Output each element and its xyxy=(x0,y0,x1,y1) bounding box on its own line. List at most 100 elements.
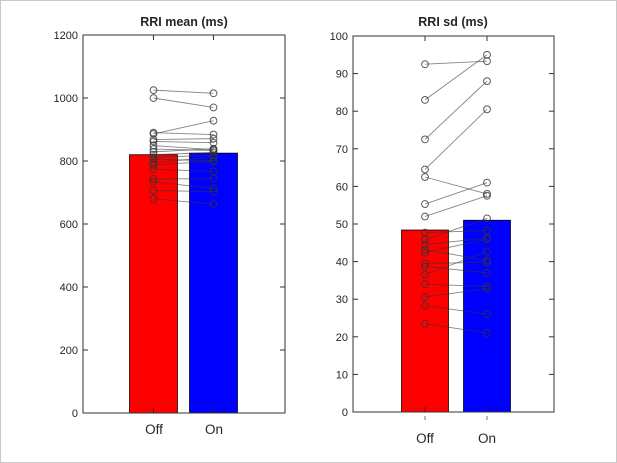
ytick-label: 200 xyxy=(60,345,78,357)
xtick-label-on-mean: On xyxy=(204,422,224,437)
data-point-marker xyxy=(149,175,158,183)
bar-off xyxy=(401,229,449,413)
data-point-marker xyxy=(421,301,429,310)
data-point-marker xyxy=(421,235,429,244)
data-point-marker xyxy=(483,178,491,187)
data-point-marker xyxy=(421,262,429,271)
data-point-marker xyxy=(421,293,429,301)
paired-line xyxy=(424,283,488,287)
paired-line xyxy=(153,154,214,158)
data-point-marker xyxy=(149,186,158,195)
data-point-marker xyxy=(149,177,158,186)
data-point-marker xyxy=(149,145,158,153)
data-point-marker xyxy=(209,148,218,157)
chart-title-rri-sd: RRI sd (ms) xyxy=(418,15,488,29)
ytick-label: 10 xyxy=(336,369,348,381)
data-point-marker xyxy=(483,329,491,337)
data-point-marker xyxy=(421,60,429,69)
ytick-label: 1200 xyxy=(54,30,78,42)
paired-line xyxy=(153,198,214,205)
data-point-marker xyxy=(149,165,158,174)
data-point-marker xyxy=(421,212,429,221)
paired-line xyxy=(424,54,488,101)
data-point-marker xyxy=(149,137,158,146)
paired-line xyxy=(424,251,488,276)
ytick-label: 70 xyxy=(336,144,348,156)
paired-line xyxy=(424,266,488,274)
ytick-label: 50 xyxy=(336,219,348,231)
data-point-marker xyxy=(483,247,491,256)
data-point-marker xyxy=(483,268,491,277)
data-point-marker xyxy=(209,103,218,112)
data-point-marker xyxy=(483,214,491,223)
paired-line xyxy=(153,89,214,94)
paired-line xyxy=(153,148,214,153)
paired-line xyxy=(424,238,488,254)
ytick-label: 800 xyxy=(60,156,78,168)
data-point-marker xyxy=(483,77,491,86)
data-point-marker xyxy=(421,173,429,181)
paired-line xyxy=(153,120,214,135)
axes-box xyxy=(352,35,555,413)
paired-line xyxy=(153,132,214,135)
ytick-label: 30 xyxy=(336,294,348,306)
data-point-marker xyxy=(209,89,218,98)
data-point-marker xyxy=(483,105,491,114)
xtick-label-off-mean: Off xyxy=(145,422,163,437)
data-point-marker xyxy=(421,248,429,257)
data-point-marker xyxy=(149,86,158,95)
bar-on xyxy=(189,152,238,414)
paired-line xyxy=(424,237,488,246)
data-point-marker xyxy=(209,200,218,209)
data-point-marker xyxy=(421,96,429,104)
ytick-label: 100 xyxy=(330,31,348,43)
ytick-label: 0 xyxy=(72,408,78,420)
paired-line xyxy=(424,288,488,298)
paired-line xyxy=(153,141,214,144)
chart-panel-rri-mean: 0 200 400 600 800 1000 1200 xyxy=(54,30,286,420)
data-point-marker xyxy=(149,150,158,159)
data-point-marker xyxy=(483,282,491,291)
paired-line xyxy=(424,229,488,234)
paired-line xyxy=(153,148,214,152)
paired-line xyxy=(153,152,214,156)
paired-line xyxy=(424,80,488,140)
data-point-marker xyxy=(209,130,218,139)
data-point-marker xyxy=(421,270,429,279)
paired-line xyxy=(153,168,214,172)
data-point-marker xyxy=(149,94,158,102)
data-point-marker xyxy=(483,284,491,293)
data-point-marker xyxy=(483,310,491,319)
ytick-label: 1000 xyxy=(54,93,78,105)
data-point-marker xyxy=(209,134,218,143)
paired-line xyxy=(424,182,488,205)
paired-line xyxy=(153,181,214,189)
paired-line xyxy=(424,108,488,170)
paired-line xyxy=(424,217,488,241)
data-point-marker xyxy=(209,153,218,162)
paired-line xyxy=(424,323,488,334)
paired-line xyxy=(153,156,214,164)
data-point-marker xyxy=(483,191,491,200)
ytick-label: 600 xyxy=(60,219,78,231)
bar-off xyxy=(129,154,178,414)
data-point-marker xyxy=(483,50,491,59)
paired-line xyxy=(424,60,488,65)
data-point-marker xyxy=(483,235,491,243)
xtick-label-off-sd: Off xyxy=(416,431,434,446)
paired-line xyxy=(424,249,488,261)
data-point-marker xyxy=(421,280,429,289)
chart-panel-rri-sd: 0 10 20 30 40 50 60 70 80 90 100 xyxy=(330,31,555,420)
ytick-label: 60 xyxy=(336,181,348,193)
paired-line xyxy=(153,138,214,141)
data-point-marker xyxy=(421,245,429,254)
data-point-marker xyxy=(421,165,429,174)
xtick-label-on-sd: On xyxy=(477,431,497,446)
bar-on xyxy=(463,219,511,413)
paired-line xyxy=(153,190,214,193)
paired-line xyxy=(424,195,488,217)
data-point-marker xyxy=(149,155,158,164)
paired-line xyxy=(424,305,488,315)
data-point-marker xyxy=(209,187,218,196)
